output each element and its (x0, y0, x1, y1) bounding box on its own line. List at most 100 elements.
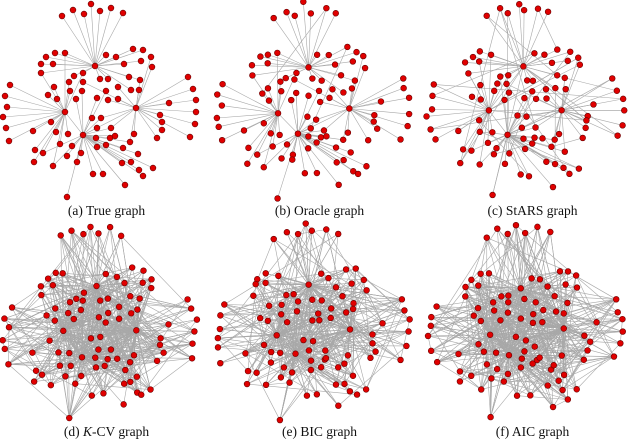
graph-node (322, 354, 330, 362)
graph-node (47, 381, 55, 389)
graph-node (218, 136, 226, 144)
graph-node (534, 223, 541, 231)
graph-node (89, 170, 97, 178)
caption-tag: (e) (282, 424, 301, 439)
graph-node (531, 134, 538, 141)
graph-panel-c: (c) StARS graph (423, 0, 639, 221)
graph-node (564, 268, 572, 275)
graph-node (294, 298, 302, 305)
graph-node (484, 139, 492, 147)
graph-node (316, 98, 324, 106)
graph-node (66, 298, 74, 306)
graph-node (609, 75, 616, 82)
graph-node (253, 369, 260, 376)
graph-node (477, 317, 485, 325)
graph-node (240, 127, 248, 134)
graph-node (256, 314, 264, 322)
graph-node (134, 306, 141, 313)
panel-caption: (a) True graph (0, 203, 213, 219)
graph-node (462, 293, 469, 300)
graph-node (373, 125, 381, 132)
graph-node (153, 357, 161, 365)
graph-node (352, 265, 359, 272)
graph-node (494, 225, 501, 232)
graph-node (346, 105, 353, 112)
graph-node (243, 380, 251, 388)
graph-node (72, 95, 80, 103)
caption-tag: (a) (67, 203, 86, 218)
graph-node (248, 62, 256, 69)
graph-node (8, 304, 16, 311)
graph-node (61, 49, 69, 57)
graph-node (191, 328, 198, 335)
graph-node (476, 128, 484, 136)
graph-node (560, 371, 568, 379)
graph-node (107, 4, 115, 12)
graph-node (264, 51, 272, 58)
graph-node (433, 303, 440, 310)
graph-node (475, 282, 482, 289)
graph-node (72, 380, 79, 387)
graph-node (405, 94, 413, 101)
graph-node (456, 378, 464, 385)
graph-node (560, 325, 567, 332)
graph-node (47, 118, 55, 126)
graph-node (504, 370, 512, 378)
graph-node (95, 346, 102, 353)
graph-node (398, 296, 406, 303)
graph-node (119, 9, 127, 17)
graph-node (294, 130, 302, 137)
graph-node (157, 335, 164, 342)
graph-node (562, 281, 569, 288)
graph-node (619, 95, 627, 103)
graph-node (617, 340, 624, 347)
graph-node (397, 356, 404, 364)
graph-node (148, 276, 155, 283)
graph-node (132, 104, 140, 112)
graph-node (78, 354, 86, 361)
graph-node (252, 280, 259, 288)
graph-node (428, 106, 436, 113)
graph-node (1, 345, 8, 353)
graph-node (349, 305, 357, 313)
graph-node (567, 48, 574, 55)
graph-node (80, 289, 88, 296)
graph-node (292, 350, 299, 357)
graph-node (265, 302, 273, 309)
graph-node (280, 364, 288, 371)
graph-node (165, 99, 173, 107)
graph-node (50, 83, 58, 91)
graph-node (217, 312, 224, 319)
graph-node (269, 143, 276, 150)
graph-node (77, 372, 85, 380)
graph-node (400, 84, 407, 92)
graph-node (505, 292, 512, 299)
caption-text: True graph (86, 203, 145, 218)
caption-title: BIC graph (300, 424, 357, 439)
graph-node (494, 80, 501, 87)
graph-node (512, 333, 520, 341)
graph-node (95, 230, 102, 237)
graph-node (320, 127, 328, 134)
graph-node (66, 414, 73, 422)
graph-node (63, 193, 71, 201)
graph-node (582, 124, 589, 132)
graph-node (128, 264, 136, 271)
graph-node (346, 388, 354, 395)
graph-node (575, 54, 582, 61)
graph-node (286, 379, 293, 386)
graph-node (31, 146, 39, 154)
graph-node (468, 372, 475, 380)
graph-node (5, 324, 13, 331)
graph-node (97, 333, 104, 341)
graph-node (214, 91, 221, 98)
graph-node (259, 90, 266, 97)
graph-node (111, 132, 119, 140)
graph-node (42, 53, 50, 61)
graph-node (325, 274, 332, 282)
graph-node (369, 331, 376, 338)
graph-node (586, 338, 594, 345)
graph-node (455, 350, 462, 358)
graph-node (149, 164, 157, 172)
graph-node (476, 48, 484, 55)
